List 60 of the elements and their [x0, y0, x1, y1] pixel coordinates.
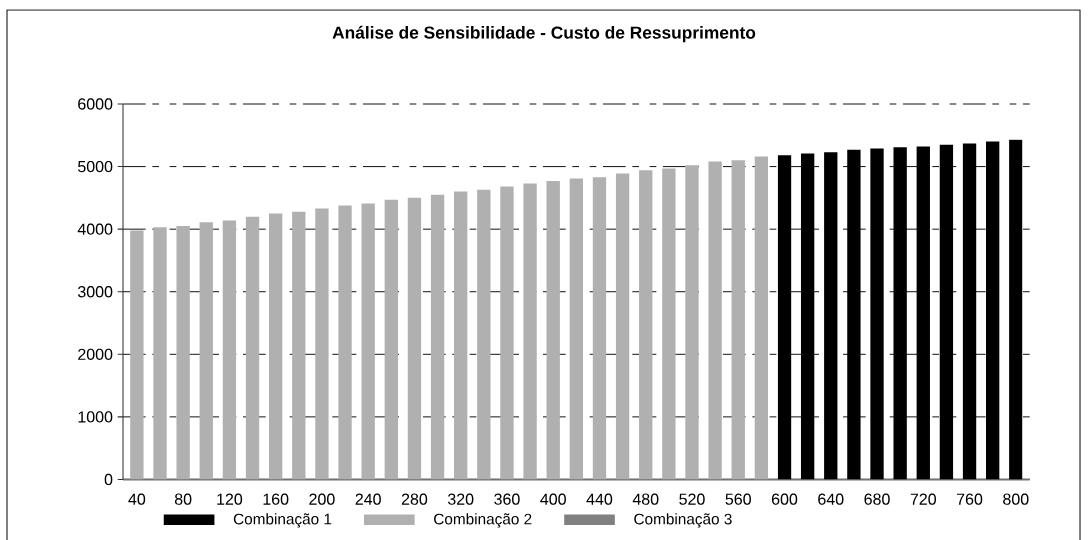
bar — [731, 160, 745, 480]
bar — [245, 216, 260, 480]
x-tick-label: 160 — [263, 493, 289, 505]
x-tick-label: 560 — [725, 493, 751, 505]
x-tick-label: 280 — [401, 493, 428, 505]
bar — [176, 226, 190, 480]
bar — [130, 230, 144, 480]
chart-title: Análise de Sensibilidade - Custo de Ressuprimento — [332, 25, 756, 43]
bar — [569, 178, 584, 480]
x-tick-label: 400 — [540, 493, 566, 505]
bar — [361, 203, 375, 480]
x-tick-label: 80 — [174, 493, 192, 505]
bar — [338, 205, 352, 480]
y-tick-label: 2000 — [78, 348, 113, 360]
legend-label: Combinação 3 — [634, 513, 732, 528]
x-tick-label: 240 — [355, 493, 381, 505]
bar — [500, 186, 514, 480]
x-tick-label: 200 — [309, 493, 335, 505]
x-tick-label: 680 — [864, 493, 890, 505]
y-tick-label: 1000 — [78, 411, 113, 423]
x-tick-label: 600 — [771, 493, 798, 505]
x-tick-label: 480 — [632, 493, 659, 505]
legend-label: Combinação 2 — [434, 513, 532, 528]
x-tick-label: 360 — [494, 493, 520, 505]
bar — [546, 180, 560, 480]
x-tick-label: 440 — [586, 493, 613, 505]
bar — [384, 199, 398, 480]
y-tick-label: 4000 — [77, 223, 113, 235]
bar — [708, 161, 722, 480]
y-tick-label: 6000 — [78, 98, 113, 110]
x-tick-label: 720 — [910, 493, 937, 505]
y-tick-label: 0 — [104, 473, 113, 486]
bar — [639, 170, 653, 480]
bar — [315, 208, 329, 480]
bar — [477, 189, 491, 480]
bar — [222, 220, 237, 480]
x-tick-label: 120 — [217, 493, 243, 505]
bar — [199, 222, 213, 480]
bar — [824, 152, 838, 480]
bar — [615, 173, 630, 480]
bar — [430, 194, 445, 480]
bar — [685, 165, 699, 480]
x-tick-label: 760 — [957, 493, 983, 505]
y-tick-label: 3000 — [77, 286, 113, 298]
x-tick-label: 520 — [679, 493, 705, 505]
bar — [292, 211, 306, 480]
legend-label: Combinação 1 — [233, 513, 332, 528]
x-tick-label: 800 — [1003, 493, 1029, 505]
bar — [662, 168, 676, 480]
bar — [523, 183, 537, 480]
bar — [454, 191, 468, 480]
y-tick-label: 5000 — [78, 160, 113, 173]
bar — [153, 227, 167, 480]
x-tick-label: 640 — [818, 493, 844, 505]
x-tick-label: 320 — [447, 493, 474, 505]
bar — [268, 213, 283, 480]
x-tick-label: 40 — [128, 493, 146, 505]
bar — [754, 156, 769, 480]
bar — [407, 197, 422, 480]
bar — [592, 177, 607, 480]
